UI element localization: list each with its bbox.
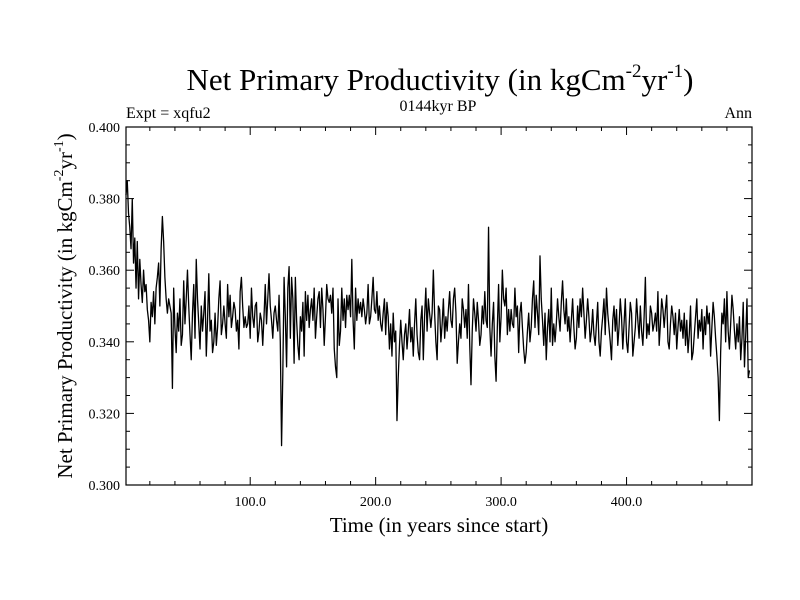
x-tick-label: 200.0 xyxy=(360,495,392,510)
x-tick-label: 300.0 xyxy=(485,495,517,510)
series-line xyxy=(125,180,751,447)
chart-title: Net Primary Productivity (in kgCm-2yr-1) xyxy=(187,61,694,97)
subtitle-left: Expt = xqfu2 xyxy=(126,105,211,122)
y-tick-label: 0.320 xyxy=(89,407,121,422)
y-tick-label: 0.340 xyxy=(89,336,121,351)
ticks-layer: 100.0 200.0 300.0 400.0 0.300 0.320 0.340 0.360… xyxy=(89,121,752,510)
subtitle-center: 0144kyr BP xyxy=(400,98,477,115)
series-layer xyxy=(125,180,751,447)
y-tick-label: 0.400 xyxy=(89,121,121,136)
y-axis-label: Net Primary Productivity (in kgCm-2yr-1) xyxy=(52,133,77,478)
x-axis-label: Time (in years since start) xyxy=(330,513,549,537)
x-tick-label: 400.0 xyxy=(611,495,643,510)
subtitle-right: Ann xyxy=(724,105,752,122)
x-tick-label: 100.0 xyxy=(234,495,266,510)
y-tick-label: 0.300 xyxy=(89,479,121,494)
y-tick-label: 0.360 xyxy=(89,264,121,279)
y-tick-label: 0.380 xyxy=(89,193,121,208)
